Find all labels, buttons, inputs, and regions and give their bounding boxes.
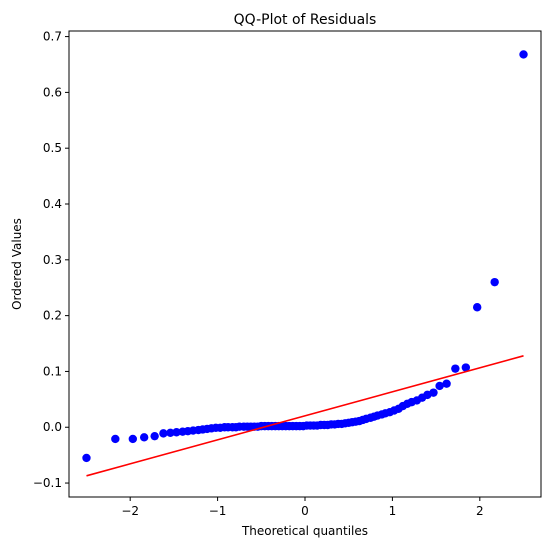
data-point-5 (159, 429, 168, 438)
data-point-6 (166, 428, 175, 438)
x-tick-label: 2 (476, 504, 484, 518)
data-point-3 (139, 433, 149, 442)
data-point-7 (172, 428, 181, 437)
data-point-2 (128, 434, 138, 444)
x-tick-label: −2 (121, 504, 139, 518)
y-tick-label: 0.7 (43, 30, 62, 44)
chart-title: QQ-Plot of Residuals (234, 12, 377, 28)
x-tick-label: −1 (209, 504, 227, 518)
x-tick-label: 1 (389, 504, 397, 518)
y-tick-label: 0.4 (43, 197, 62, 211)
y-tick-label: 0.0 (43, 420, 62, 434)
x-tick-label: 0 (301, 504, 309, 518)
y-tick-label: 0.3 (43, 253, 62, 267)
data-point-78 (490, 277, 499, 287)
data-point-75 (451, 364, 460, 373)
data-point-73 (435, 381, 444, 391)
data-point-76 (461, 363, 471, 372)
data-point-1 (111, 434, 120, 444)
y-axis-title: Ordered Values (10, 218, 24, 310)
y-tick-label: 0.2 (43, 309, 62, 323)
x-axis-title: Theoretical quantiles (241, 524, 368, 538)
reference-line (86, 355, 524, 477)
y-tick-label: 0.1 (43, 364, 62, 378)
data-point-4 (150, 431, 159, 441)
data-point-72 (429, 388, 438, 397)
data-point-77 (472, 303, 482, 312)
y-tick-label: −0.1 (33, 476, 62, 490)
y-axis-ticks: −0.1 0.0 0.1 0.2 0.3 0.4 0.5 0.6 0.7 (33, 30, 69, 490)
data-point-0 (82, 453, 91, 463)
y-tick-label: 0.5 (43, 141, 62, 155)
x-axis-ticks: −2 −1 0 1 2 (121, 497, 484, 518)
y-tick-label: 0.6 (43, 85, 62, 99)
data-point-79 (519, 50, 528, 59)
plot-area (82, 50, 528, 477)
data-point-74 (442, 379, 451, 388)
